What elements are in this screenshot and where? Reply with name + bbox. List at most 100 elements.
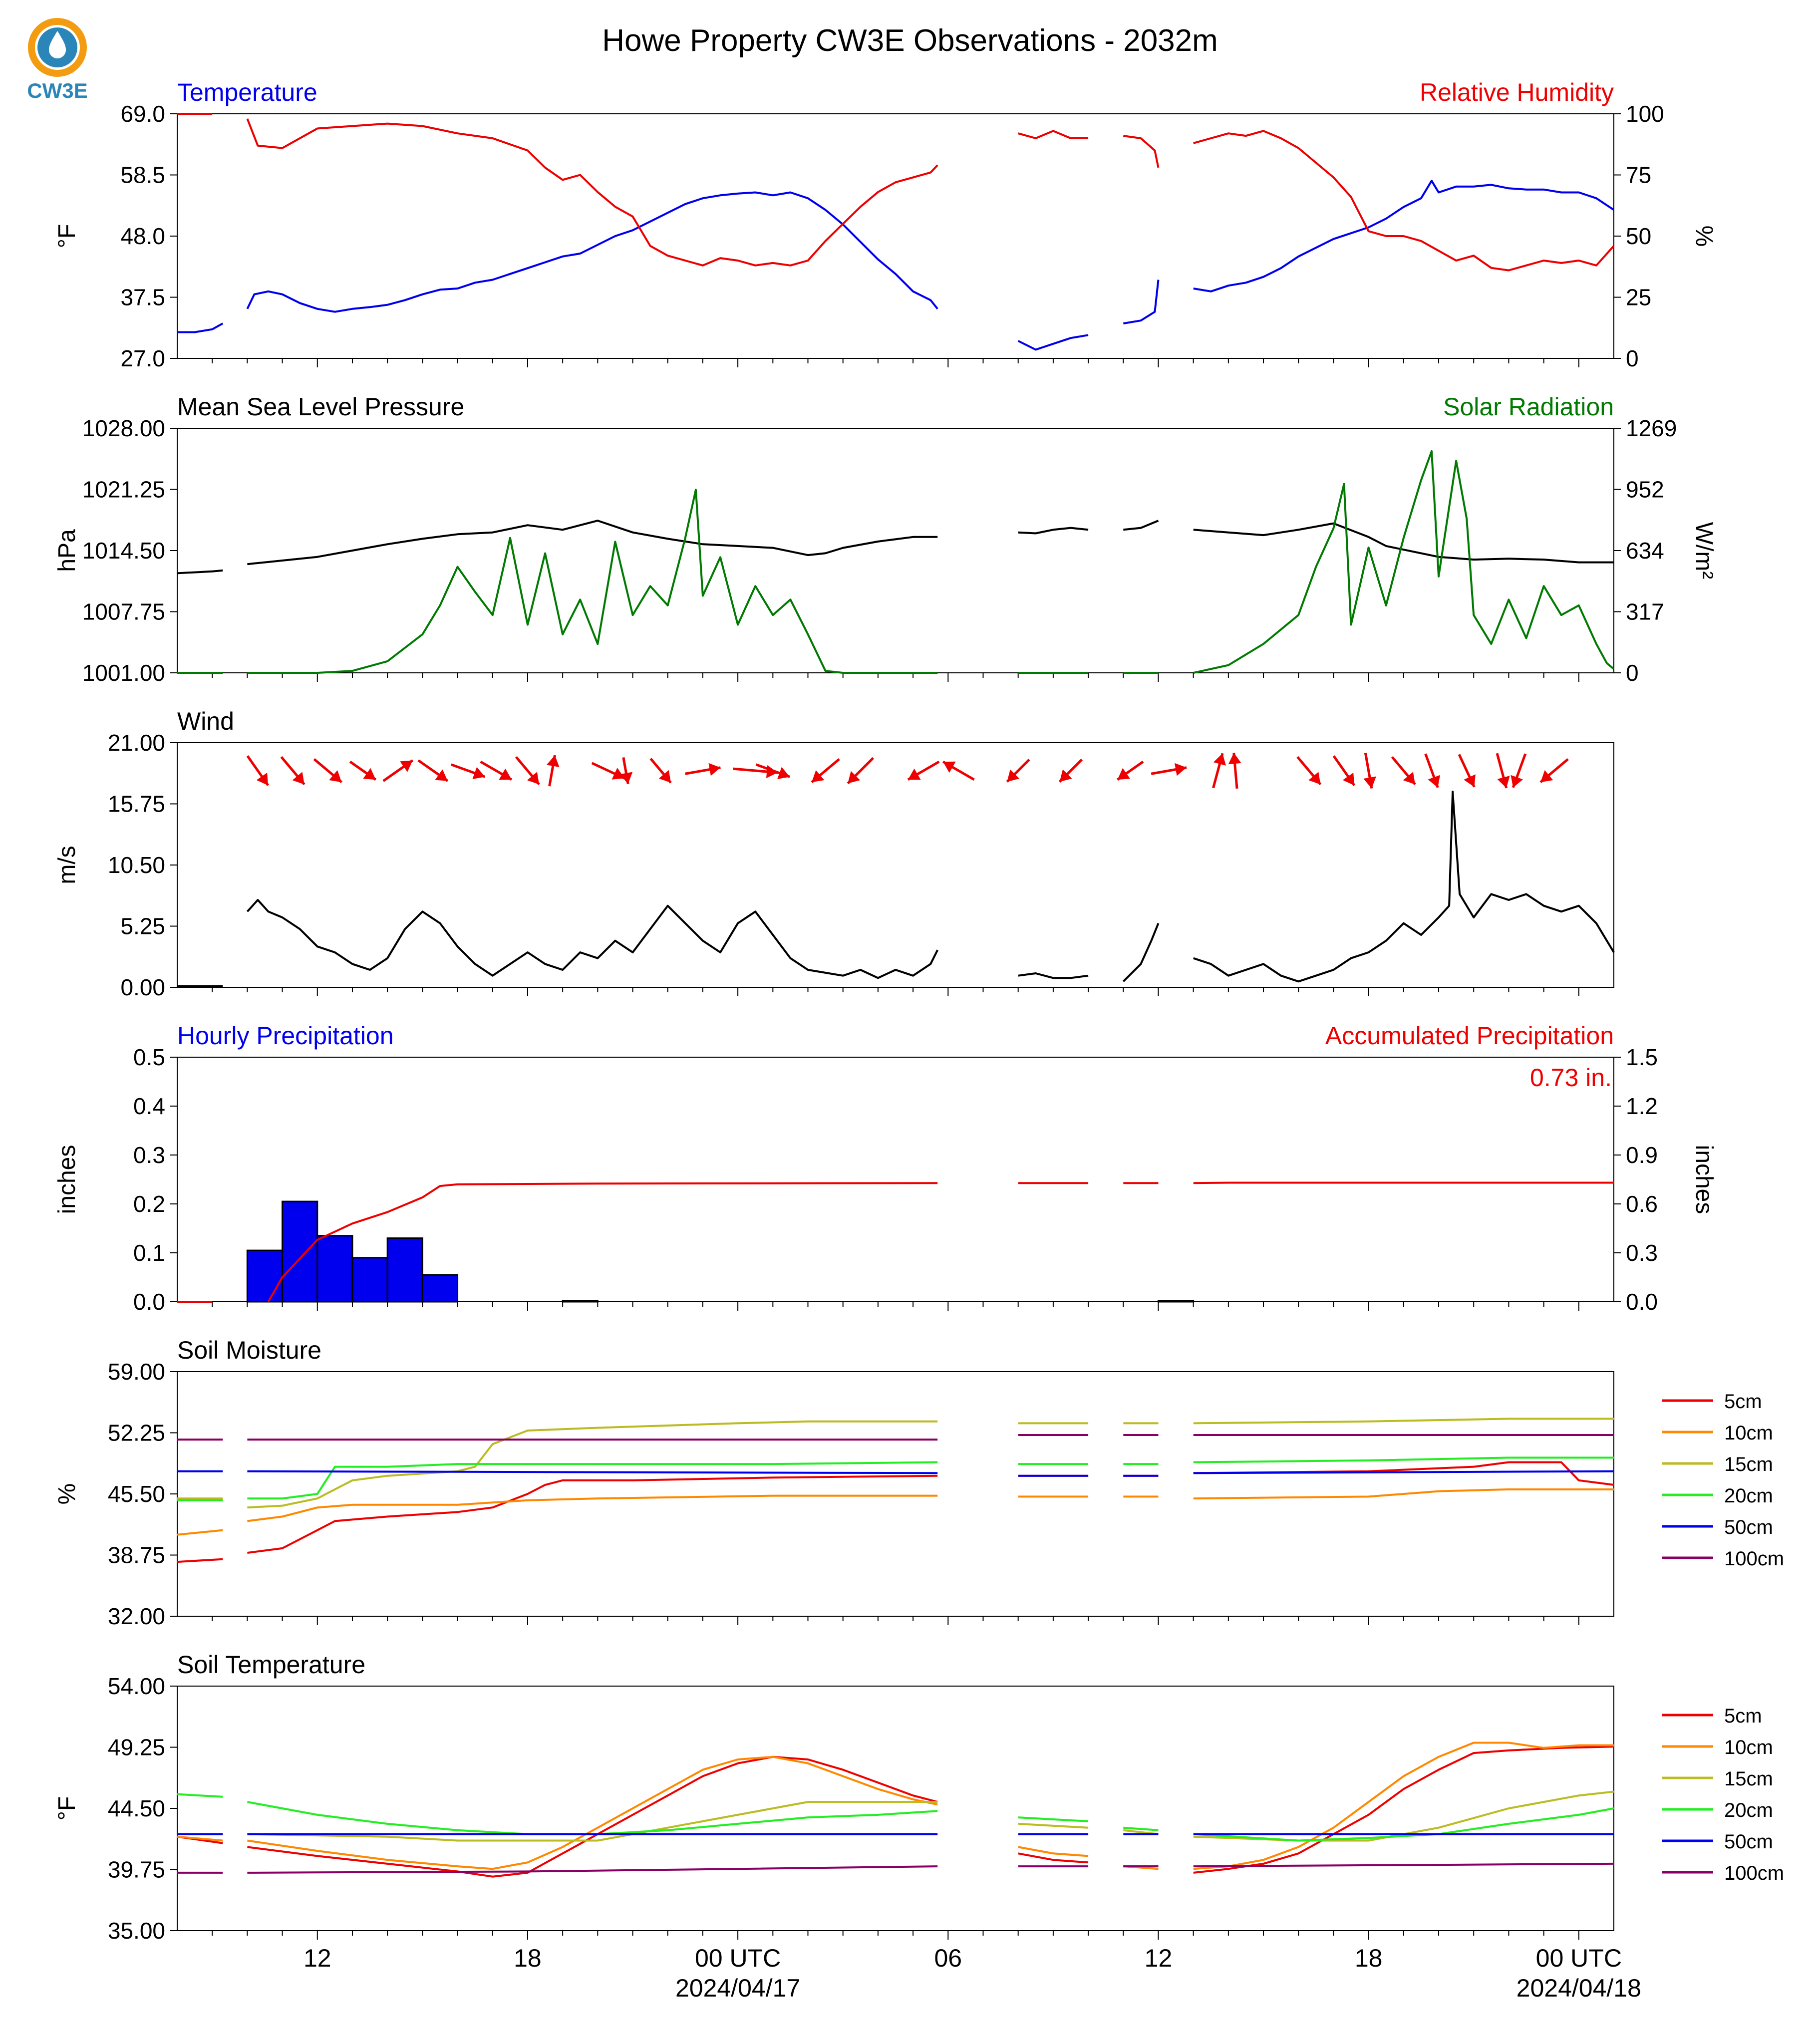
series-line — [177, 569, 223, 575]
series-line — [177, 1793, 223, 1798]
y-tick-label: 48.0 — [120, 223, 165, 249]
series-line — [1193, 1488, 1614, 1500]
series-line — [246, 899, 938, 979]
legend-label: 50cm — [1724, 1516, 1773, 1538]
series-line — [1193, 1456, 1614, 1463]
wind-arrow-head — [943, 761, 956, 773]
y-axis-label-right: inches — [1691, 1145, 1717, 1214]
wind-arrow-head — [658, 770, 671, 783]
y-tick-label: 10.50 — [108, 852, 165, 878]
y-tick-label-right: 1269 — [1626, 415, 1677, 441]
y-tick-label: 49.25 — [108, 1735, 165, 1760]
panel-title-left: Temperature — [177, 78, 317, 106]
series-solar-radiation — [177, 450, 1615, 674]
panel-temperature-rh: 27.0 37.5 48.0 58.5 69.0 0 25 50 75 100 Temperatur… — [54, 78, 1717, 371]
wind-arrow-head — [1228, 753, 1241, 765]
panel-title-left: Soil Moisture — [177, 1336, 321, 1364]
x-date-label: 2024/04/18 — [1517, 1974, 1641, 2002]
x-tick-label: 12 — [303, 1944, 331, 1972]
wind-arrow-head — [1511, 775, 1523, 788]
panels: 27.0 37.5 48.0 58.5 69.0 0 25 50 75 100 Temperatur… — [54, 78, 1784, 1944]
series-line — [177, 322, 224, 333]
wind-arrow-head — [1308, 772, 1321, 785]
series-line — [1193, 1745, 1614, 1874]
series-line — [247, 489, 938, 674]
cw3e-logo: CW3E — [27, 18, 88, 102]
series-line — [1193, 1461, 1614, 1486]
y-tick-label: 35.00 — [108, 1918, 165, 1944]
wind-arrow-head — [1342, 773, 1355, 786]
series-line — [177, 1558, 223, 1563]
panel-title-left: Mean Sea Level Pressure — [177, 393, 464, 421]
legend-label: 15cm — [1724, 1453, 1773, 1475]
panel-precipitation: 0.0 0.1 0.2 0.3 0.4 0.5 0.0 0.3 0.6 0.9 1.2 1.5 Hour… — [54, 1022, 1717, 1315]
y-tick-label-right: 0.3 — [1626, 1240, 1658, 1266]
wind-arrow-head — [1464, 774, 1476, 787]
chart-title: Howe Property CW3E Observations - 2032m — [602, 23, 1218, 58]
logo-ring — [28, 18, 87, 77]
legend-label: 10cm — [1724, 1422, 1773, 1444]
precip-bar — [1157, 1300, 1195, 1303]
series-temperature — [177, 180, 1615, 351]
y-tick-label-right: 0 — [1626, 345, 1639, 371]
wind-arrow-head — [1117, 768, 1130, 780]
series-line — [247, 1801, 938, 1835]
series-line — [1123, 280, 1160, 324]
y-tick-label: 37.5 — [120, 285, 165, 310]
series-line — [247, 1865, 938, 1874]
y-axis-label: °F — [54, 1796, 80, 1821]
plot-frame — [177, 1686, 1614, 1931]
panel-soil-temperature: 35.00 39.75 44.50 49.25 54.00 Soil Temperatur… — [54, 1651, 1784, 1944]
wind-arrow-head — [1175, 763, 1187, 776]
series-line — [1018, 1846, 1089, 1857]
panel-soil-moisture: 32.00 38.75 45.50 52.25 59.00 Soil Moisture% 5… — [54, 1336, 1784, 1629]
x-tick-label: 12 — [1145, 1944, 1173, 1972]
series-100cm — [177, 1434, 1614, 1441]
y-tick-label-right: 0.9 — [1626, 1142, 1658, 1168]
wind-arrow-head — [1213, 753, 1226, 766]
y-tick-label-right: 100 — [1626, 101, 1664, 127]
series-line — [246, 191, 938, 313]
series-line — [177, 1835, 223, 1842]
series-line — [1193, 1741, 1614, 1870]
series-line — [1193, 1418, 1614, 1425]
precip-bar — [246, 1249, 284, 1303]
legend-label: 20cm — [1724, 1799, 1773, 1821]
y-tick-label: 0.0 — [133, 1289, 165, 1315]
y-axis-label: hPa — [54, 529, 80, 572]
series-line — [177, 1529, 223, 1536]
legend: 5cm 10cm 15cm 20cm 50cm 100cm — [1662, 1391, 1784, 1570]
series-5cm — [177, 1745, 1614, 1878]
series-line — [1193, 450, 1615, 674]
series-10cm — [177, 1488, 1614, 1536]
wind-arrow-head — [1059, 769, 1072, 782]
y-tick-label: 45.50 — [108, 1481, 165, 1507]
x-tick-label: 00 UTC — [695, 1944, 781, 1972]
y-tick-label: 38.75 — [108, 1542, 165, 1568]
y-tick-label: 15.75 — [108, 791, 165, 817]
series-10cm — [177, 1741, 1614, 1870]
legend-label: 15cm — [1724, 1768, 1773, 1790]
series-line — [1018, 527, 1089, 535]
wind-arrow-head — [708, 763, 721, 776]
y-tick-label: 1014.50 — [82, 538, 165, 564]
y-tick-label: 1007.75 — [82, 599, 165, 625]
series-line — [1018, 972, 1089, 979]
precip-bar — [421, 1274, 459, 1303]
x-tick-label: 00 UTC — [1536, 1944, 1622, 1972]
y-axis-label: % — [54, 1483, 80, 1505]
wind-arrow-head — [1363, 776, 1376, 789]
panel-title-right: Accumulated Precipitation — [1325, 1022, 1614, 1050]
series-accumulated-precipitation — [177, 1181, 1614, 1303]
logo-text: CW3E — [27, 79, 87, 102]
legend-label: 100cm — [1724, 1862, 1784, 1884]
wind-arrow-head — [1540, 770, 1553, 783]
series-line — [1193, 791, 1615, 983]
series-line — [1122, 922, 1160, 982]
series-line — [247, 520, 938, 566]
y-tick-label: 5.25 — [120, 913, 165, 939]
wind-arrow-head — [777, 767, 790, 780]
y-tick-label: 44.50 — [108, 1795, 165, 1821]
